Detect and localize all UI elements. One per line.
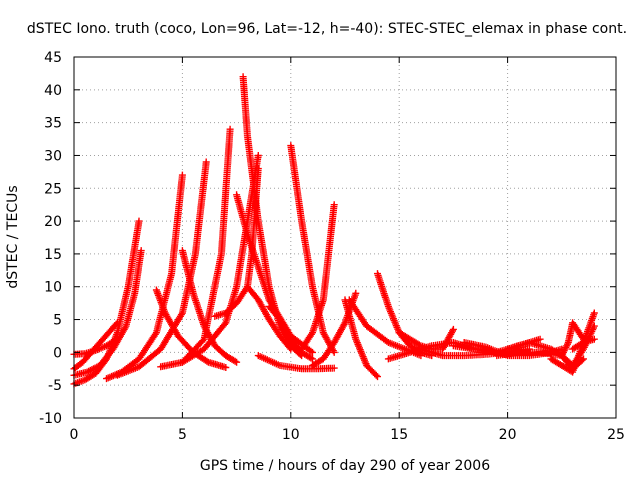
data-markers bbox=[70, 73, 598, 388]
series-markers bbox=[239, 73, 306, 360]
series-markers bbox=[103, 171, 186, 383]
y-tick-label: 15 bbox=[44, 247, 62, 263]
series-markers bbox=[243, 283, 295, 353]
series-33 bbox=[569, 335, 598, 353]
y-tick-label: 0 bbox=[53, 345, 62, 361]
y-tick-label: 35 bbox=[44, 116, 62, 132]
grid bbox=[74, 57, 616, 418]
y-tick-label: 40 bbox=[44, 83, 62, 99]
y-tick-label: 30 bbox=[44, 148, 62, 164]
x-tick-label: 10 bbox=[282, 427, 300, 443]
chart-title: dSTEC Iono. truth (coco, Lon=96, Lat=-12… bbox=[27, 21, 627, 37]
y-tick-label: 10 bbox=[44, 280, 62, 296]
y-tick-label: 5 bbox=[53, 313, 62, 329]
y-axis-title: dSTEC / TECUs bbox=[5, 185, 21, 288]
series-6 bbox=[113, 158, 210, 379]
x-tick-label: 25 bbox=[607, 427, 625, 443]
series-markers bbox=[341, 296, 381, 381]
y-tick-label: -10 bbox=[39, 411, 62, 427]
y-tick-label: 25 bbox=[44, 181, 62, 197]
x-tick-label: 0 bbox=[70, 427, 79, 443]
series-markers bbox=[569, 335, 598, 353]
plot-frame bbox=[73, 56, 617, 419]
series-17 bbox=[254, 352, 338, 373]
series-markers bbox=[298, 201, 338, 353]
series-markers bbox=[254, 352, 338, 373]
series-8 bbox=[178, 247, 241, 366]
y-tick-label: 20 bbox=[44, 214, 62, 230]
axis-ticks: 0 5 10 15 20 25 -10 -5 0 5 10 15 20 25 30 35 40 45 bbox=[39, 50, 625, 443]
series-markers bbox=[113, 158, 210, 379]
series-5 bbox=[103, 171, 186, 383]
series-31 bbox=[558, 319, 587, 360]
series-markers bbox=[558, 319, 587, 360]
series-12 bbox=[239, 73, 306, 360]
series-14 bbox=[243, 283, 295, 353]
x-axis-title: GPS time / hours of day 290 of year 2006 bbox=[200, 458, 490, 474]
x-tick-label: 20 bbox=[499, 427, 517, 443]
x-tick-label: 5 bbox=[178, 427, 187, 443]
series-15 bbox=[265, 302, 316, 363]
series-markers bbox=[265, 302, 316, 363]
series-18 bbox=[298, 201, 338, 353]
series-markers bbox=[178, 247, 241, 366]
series-20 bbox=[341, 296, 381, 381]
y-tick-label: 45 bbox=[44, 50, 62, 66]
y-tick-label: -5 bbox=[48, 378, 62, 394]
x-tick-label: 15 bbox=[390, 427, 408, 443]
